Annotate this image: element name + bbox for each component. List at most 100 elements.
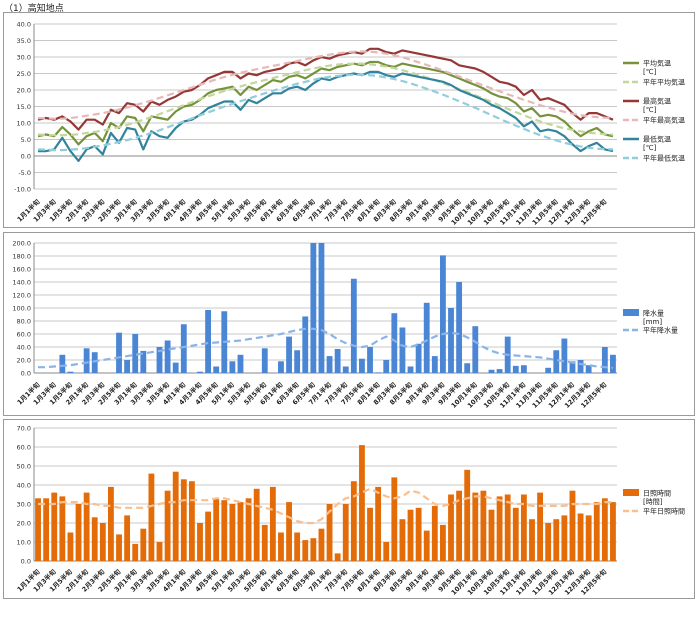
bar (577, 360, 584, 373)
bar (172, 471, 179, 561)
bar (237, 354, 244, 373)
legend-swatch (623, 489, 639, 496)
bar (439, 524, 446, 561)
bar (512, 507, 519, 561)
bar (399, 519, 406, 561)
bar (188, 481, 195, 561)
bar (132, 543, 139, 561)
bar (278, 532, 284, 561)
bar (164, 340, 171, 373)
bar (302, 540, 309, 561)
y-tick-label: 140.0 (12, 279, 31, 287)
bar (472, 492, 479, 561)
page-title: （1）高知地点 (4, 4, 64, 14)
bar (537, 492, 543, 561)
bar (545, 367, 552, 373)
y-tick-label: 40.0 (17, 482, 31, 490)
bar (51, 492, 58, 561)
bar (148, 473, 155, 561)
bar (164, 490, 171, 561)
bar (172, 362, 179, 373)
bar (439, 255, 446, 373)
series-line-1 (37, 62, 614, 137)
bar (91, 352, 98, 373)
y-tick-label: 200.0 (12, 240, 31, 248)
bar (221, 500, 228, 561)
bar (561, 338, 568, 373)
bar (334, 348, 341, 373)
bar (464, 469, 471, 561)
bar (472, 326, 479, 373)
bar (610, 354, 616, 373)
bar (367, 507, 373, 561)
bar (75, 504, 82, 561)
y-tick-label: 70.0 (17, 425, 31, 433)
bar (553, 350, 560, 373)
bar (601, 498, 608, 561)
y-tick-label: 40.0 (17, 344, 31, 352)
y-tick-label: 100.0 (12, 305, 31, 313)
bar (67, 532, 74, 561)
bar (359, 358, 365, 373)
legend-label: 平均気温 (643, 59, 671, 68)
bar (310, 243, 317, 373)
precipitation-chart: 0.0 20.0 40.0 60.0 80.0 100.0 120.0 140.0 160.0 1… (12, 240, 678, 410)
bar (205, 511, 212, 561)
bar (383, 360, 390, 373)
y-tick-label: -5.0 (18, 169, 31, 177)
series-line-5 (37, 73, 614, 152)
legend-label: 降水量 (643, 309, 664, 318)
bar (415, 343, 422, 373)
bar (407, 509, 414, 561)
bar (569, 490, 576, 561)
bar (310, 538, 317, 561)
sunshine-chart: 0.010.020.030.040.050.060.070.01月1半旬1月3半… (15, 425, 685, 597)
legend-label: 平年平均気温 (643, 78, 685, 87)
bar (334, 553, 341, 561)
bar (83, 348, 90, 373)
bar (350, 481, 357, 561)
bar (520, 365, 527, 373)
bar (116, 534, 122, 561)
y-tick-label: 30.0 (17, 54, 31, 62)
bar (116, 332, 122, 373)
y-tick-label: 0.0 (21, 558, 31, 566)
bar (91, 517, 98, 561)
series-line-1 (38, 327, 614, 369)
bar (407, 366, 414, 373)
bar (318, 528, 325, 561)
bar (569, 361, 576, 373)
bar (269, 486, 276, 561)
y-tick-label: 20.0 (17, 87, 31, 95)
bar (577, 513, 584, 561)
bar (342, 504, 349, 561)
bar (375, 486, 382, 561)
y-tick-label: 80.0 (17, 318, 31, 326)
bar (286, 336, 292, 373)
bar (302, 316, 309, 373)
bar (59, 354, 66, 373)
bar (326, 504, 333, 561)
bar (585, 515, 592, 561)
bar (399, 327, 406, 373)
legend-label: 日照時間 (643, 490, 671, 498)
y-tick-label: 20.0 (17, 520, 31, 528)
bar (156, 542, 163, 561)
y-tick-label: 0.0 (21, 153, 31, 161)
bar (342, 366, 349, 373)
bar (561, 515, 568, 561)
bar (124, 515, 131, 561)
y-tick-label: 160.0 (12, 266, 31, 274)
bar (229, 504, 236, 561)
precipitation-chart-panel: 0.0 20.0 40.0 60.0 80.0 100.0 120.0 140.0 160.0 1… (3, 232, 695, 416)
bar (464, 363, 471, 373)
series-line-1 (38, 487, 613, 525)
bar (391, 313, 398, 373)
bar (318, 243, 325, 373)
temperature-chart: -10.0 -5.0 0.0 5.0 10.0 15.0 20.0 25.0 30.0 35.0 4… (14, 21, 685, 227)
legend-label: 最高気温 (643, 97, 671, 106)
y-tick-label: -10.0 (14, 186, 31, 194)
bar (67, 371, 74, 373)
bar (83, 492, 90, 561)
bar (367, 347, 373, 373)
